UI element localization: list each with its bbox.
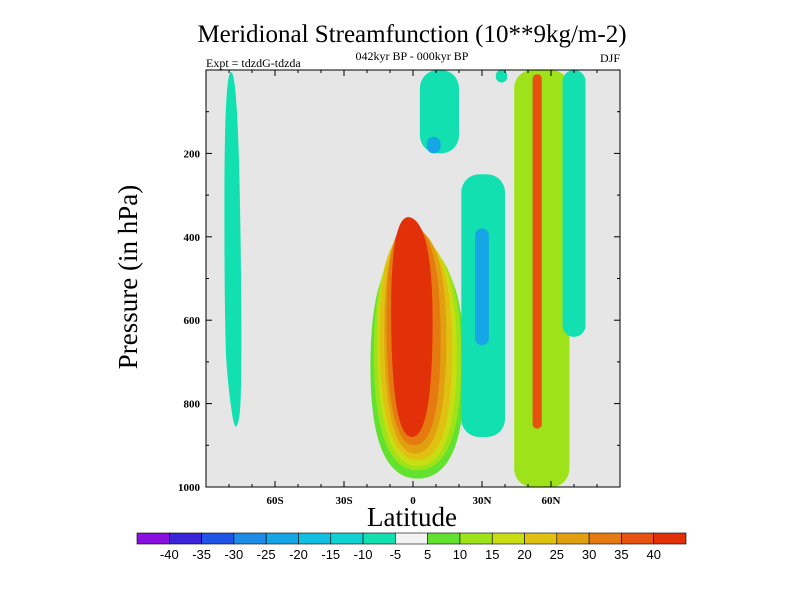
- colorbar-label: 10: [453, 547, 467, 562]
- x-tick-label: 30N: [473, 495, 492, 507]
- colorbar-label: 35: [614, 547, 628, 562]
- colorbar-swatch: [524, 532, 558, 545]
- y-tick-label: 1000: [178, 482, 201, 494]
- contour-field: [224, 70, 586, 487]
- colorbar: -40 -35 -30 -25 -20 -15 -10 -5 5 10 15 20 25 30 35 40: [136, 532, 687, 562]
- polar-70N-level-0: [562, 70, 586, 337]
- colorbar-label: -25: [257, 547, 276, 562]
- hadley-equatorial-level-6: [391, 217, 433, 437]
- ferrel-60N-level-0: [514, 70, 570, 487]
- colorbar-swatch: [265, 532, 299, 545]
- colorbar-swatch: [330, 532, 364, 545]
- y-tick-label: 200: [184, 148, 201, 160]
- colorbar-swatch: [298, 532, 332, 545]
- colorbar-swatch: [459, 532, 493, 545]
- colorbar-label: -15: [321, 547, 340, 562]
- colorbar-label: 30: [582, 547, 596, 562]
- colorbar-label: 40: [646, 547, 660, 562]
- colorbar-swatch: [201, 532, 235, 545]
- colorbar-swatch: [395, 532, 428, 545]
- experiment-label: Expt = tdzdG-tdzda: [206, 56, 301, 70]
- cell-60S-level-0: [224, 72, 242, 427]
- x-axis-label: Latitude: [367, 502, 457, 532]
- x-tick-label: 60N: [542, 495, 561, 507]
- colorbar-swatch: [556, 532, 590, 545]
- colorbar-swatch: [136, 532, 170, 545]
- cell-30N-level-1: [475, 228, 489, 346]
- colorbar-swatch: [588, 532, 622, 545]
- colorbar-label: -40: [160, 547, 179, 562]
- season-label: DJF: [600, 51, 620, 65]
- y-tick-label: 800: [184, 399, 201, 411]
- colorbar-label: -30: [224, 547, 243, 562]
- chart-title: Meridional Streamfunction (10**9kg/m-2): [197, 21, 626, 48]
- x-tick-label: 30S: [335, 495, 352, 507]
- ferrel-60N-level-1: [532, 74, 542, 429]
- colorbar-swatch: [653, 532, 687, 545]
- colorbar-swatch: [362, 532, 396, 545]
- colorbar-label: 15: [485, 547, 499, 562]
- colorbar-label: -5: [390, 547, 402, 562]
- y-axis-label: Pressure (in hPa): [113, 185, 143, 369]
- cell-10N-upper-level-1: [426, 136, 441, 154]
- minor-35N-level-0: [495, 70, 508, 83]
- chart-subtitle: 042kyr BP - 000kyr BP: [356, 49, 469, 63]
- colorbar-label: -35: [192, 547, 211, 562]
- axis-ticks: 60S 30S 0 30N 60N 200 400 600 800 1000: [178, 70, 620, 507]
- colorbar-swatch: [233, 532, 267, 545]
- x-tick-label: 0: [410, 495, 416, 507]
- colorbar-label: 20: [517, 547, 531, 562]
- colorbar-swatch: [427, 532, 461, 545]
- x-tick-label: 60S: [266, 495, 283, 507]
- colorbar-swatch: [491, 532, 525, 545]
- colorbar-label: 25: [550, 547, 564, 562]
- colorbar-label: 5: [424, 547, 431, 562]
- colorbar-label: -20: [289, 547, 308, 562]
- colorbar-swatch: [168, 532, 202, 545]
- y-tick-label: 400: [184, 232, 201, 244]
- y-tick-label: 600: [184, 315, 201, 327]
- cell-10N-upper-level-0: [419, 70, 459, 154]
- colorbar-swatch: [621, 532, 655, 545]
- colorbar-label: -10: [354, 547, 373, 562]
